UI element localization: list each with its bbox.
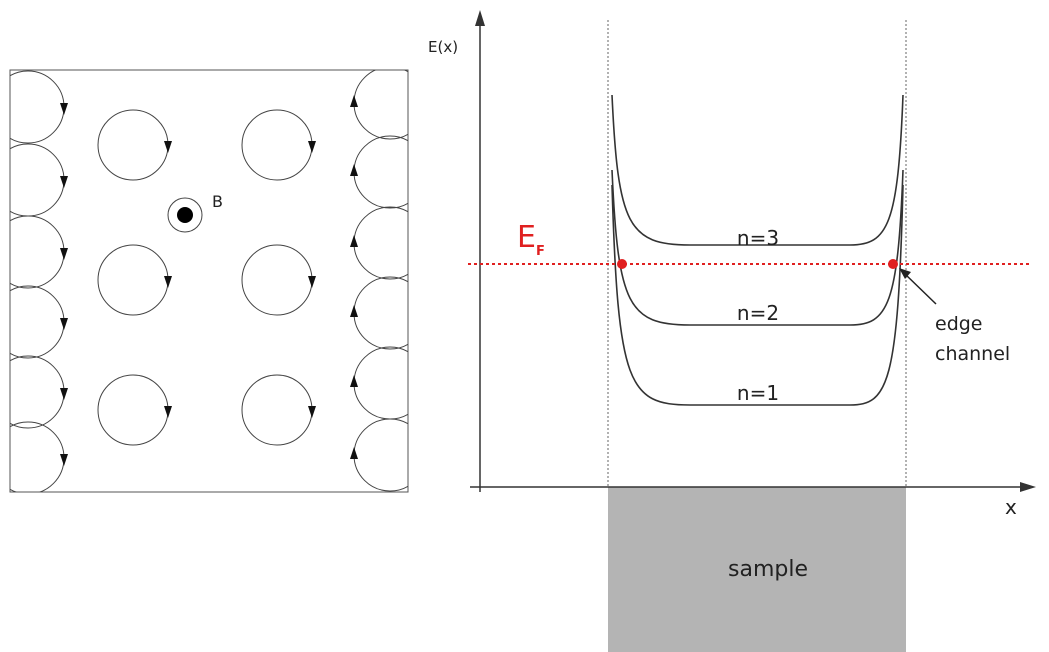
level-curve xyxy=(611,94,904,246)
edge-label: channel xyxy=(935,343,1010,365)
sample-box xyxy=(9,69,409,493)
fermi-symbol: E xyxy=(517,220,536,255)
orbit-arrow xyxy=(60,388,68,400)
field-ring xyxy=(167,197,203,233)
orbits xyxy=(10,70,408,492)
orbit-arrow xyxy=(350,305,358,317)
orbit-arrow xyxy=(308,141,316,153)
orbit-arrow xyxy=(308,406,316,418)
level-curve xyxy=(611,184,904,406)
fermi-label: EF xyxy=(517,220,545,259)
fermi-subscript: F xyxy=(536,244,545,259)
sample-block xyxy=(608,487,906,652)
orbit-arrow xyxy=(164,141,172,153)
orbit xyxy=(353,70,408,140)
orbit-arrow xyxy=(60,103,68,115)
orbit xyxy=(353,276,408,350)
orbit-arrow xyxy=(350,95,358,107)
level-label: n=3 xyxy=(737,226,779,250)
orbit xyxy=(353,135,408,209)
x-axis-label: x xyxy=(1005,495,1017,519)
orbit xyxy=(353,418,408,492)
orbit xyxy=(353,346,408,420)
edge-state xyxy=(888,259,898,269)
orbit-arrow xyxy=(350,164,358,176)
orbit-arrow xyxy=(164,276,172,288)
y-axis-arrow xyxy=(475,10,485,26)
orbit-arrow xyxy=(350,235,358,247)
orbit xyxy=(241,244,313,316)
orbit-arrow xyxy=(308,276,316,288)
orbit xyxy=(353,206,408,280)
orbit-arrow xyxy=(164,406,172,418)
orbit xyxy=(97,244,169,316)
orbit xyxy=(241,109,313,181)
orbit-arrow xyxy=(60,176,68,188)
level-label: n=2 xyxy=(737,301,779,325)
edge-label: edge xyxy=(935,313,983,335)
orbit-arrow xyxy=(350,375,358,387)
orbit-arrow xyxy=(60,248,68,260)
pointer-head xyxy=(899,268,911,279)
sample-label: sample xyxy=(728,557,808,582)
pointer xyxy=(904,273,937,305)
y-axis-label: E(x) xyxy=(428,38,458,56)
orbit xyxy=(97,374,169,446)
orbit-arrow xyxy=(60,454,68,466)
orbit-arrow xyxy=(60,318,68,330)
orbit xyxy=(97,109,169,181)
orbit-arrow xyxy=(350,447,358,459)
orbit xyxy=(241,374,313,446)
field-label: B xyxy=(212,192,223,211)
level-label: n=1 xyxy=(737,381,779,405)
field-dot xyxy=(177,207,193,223)
x-axis-arrow xyxy=(1020,482,1036,492)
edge-state xyxy=(617,259,627,269)
